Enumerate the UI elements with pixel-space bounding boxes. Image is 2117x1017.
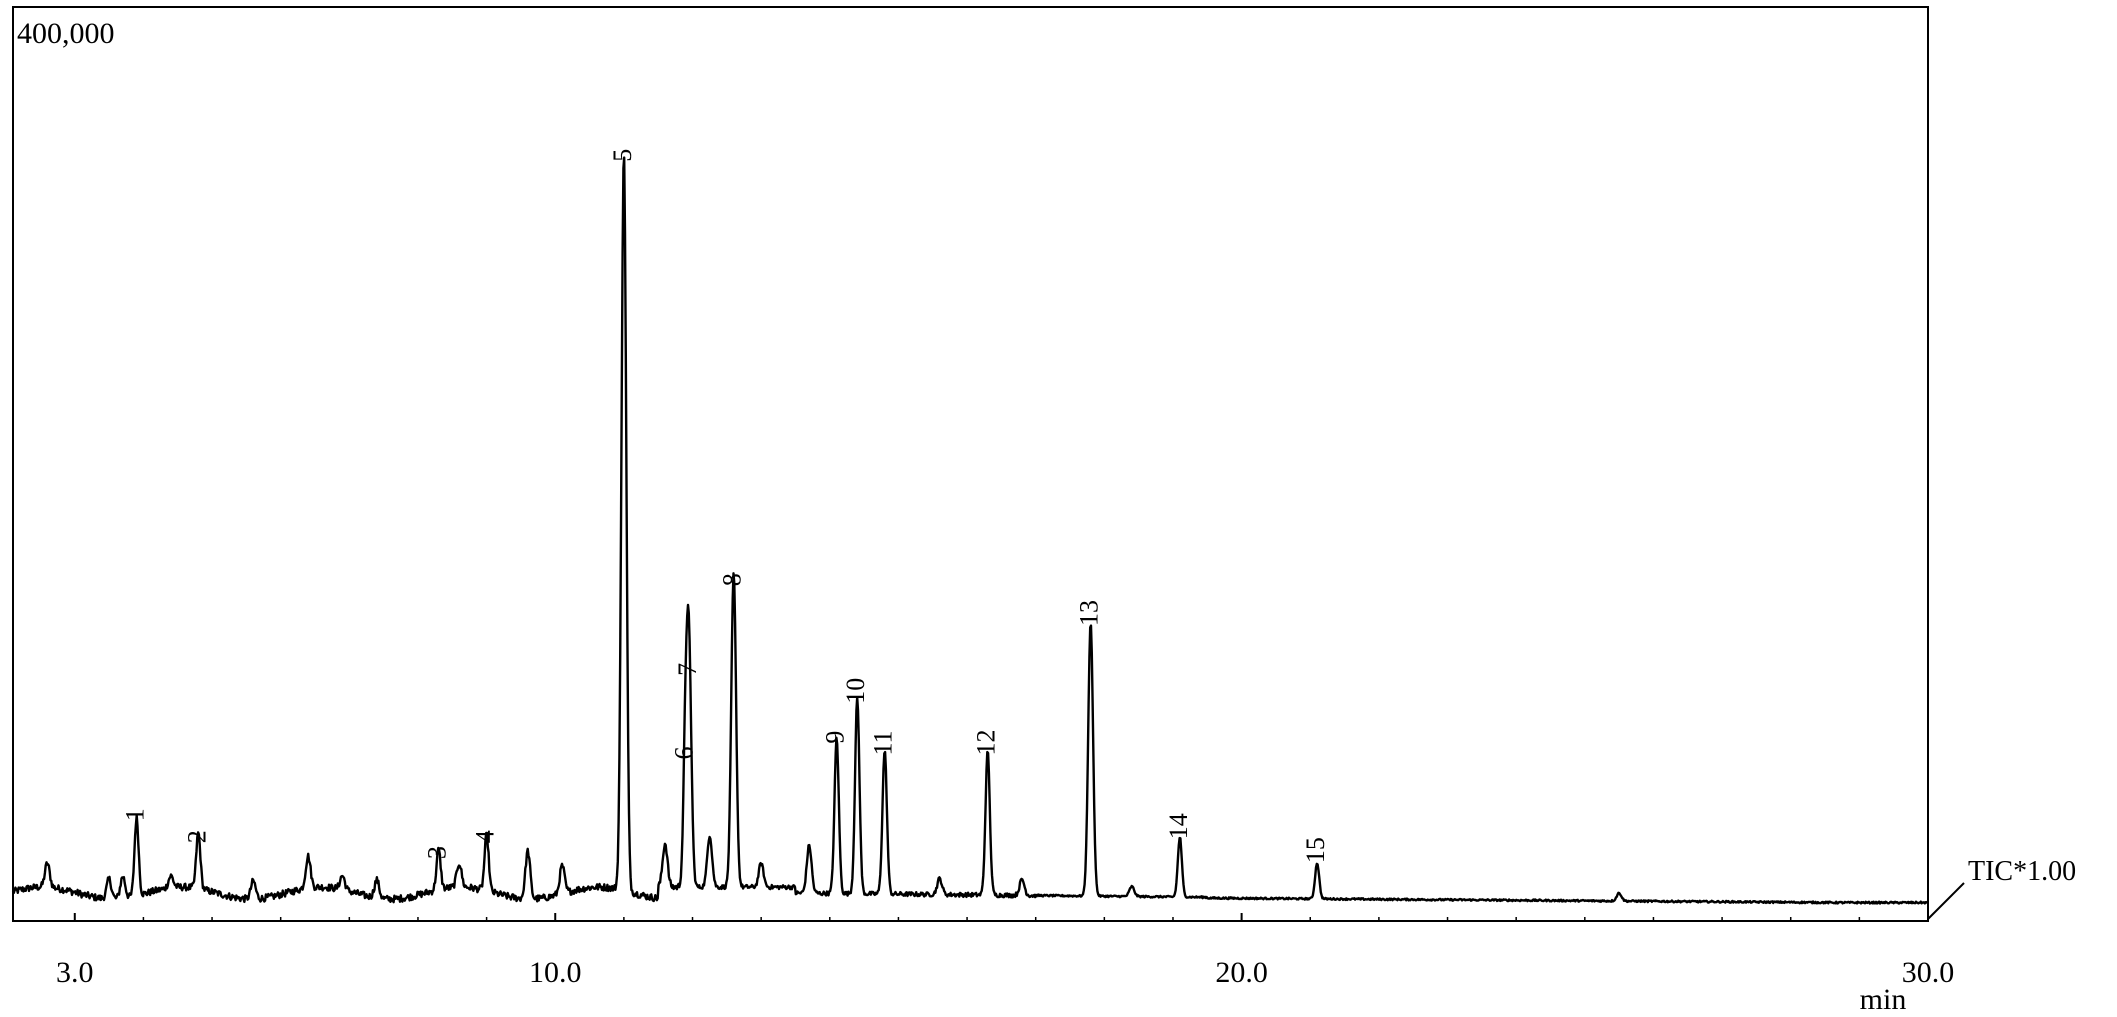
peak-label: 3 — [423, 846, 452, 859]
peak-label: 9 — [821, 731, 850, 744]
x-axis-ticks: 3.0 10.0 20.0 30.0 — [56, 913, 1954, 989]
x-tick-label: 3.0 — [56, 956, 94, 989]
peak-label: 6 — [670, 747, 699, 760]
trace-label-leader — [1927, 882, 1965, 920]
peak-label: 2 — [182, 830, 211, 843]
peak-label: 1 — [121, 808, 150, 821]
peak-label: 5 — [608, 149, 637, 162]
x-tick-label: 10.0 — [529, 956, 582, 989]
peak-label: 15 — [1301, 837, 1330, 863]
peak-label: 13 — [1075, 600, 1104, 626]
peak-label: 11 — [869, 730, 898, 755]
peak-label: 12 — [972, 730, 1001, 756]
peak-label: 8 — [718, 573, 747, 586]
trace-label: TIC*1.00 — [1968, 856, 2076, 887]
tic-trace — [11, 156, 1929, 905]
peak-label: 4 — [471, 830, 500, 843]
peak-label: 14 — [1164, 813, 1193, 839]
y-top-label: 400,000 — [17, 17, 115, 50]
peak-label: 10 — [841, 678, 870, 704]
plot-frame — [12, 6, 1929, 922]
x-axis-unit-label: min — [1860, 983, 1907, 1016]
x-tick-label: 30.0 — [1902, 956, 1955, 989]
peak-label: 7 — [673, 663, 702, 676]
x-tick-label: 20.0 — [1215, 956, 1268, 989]
